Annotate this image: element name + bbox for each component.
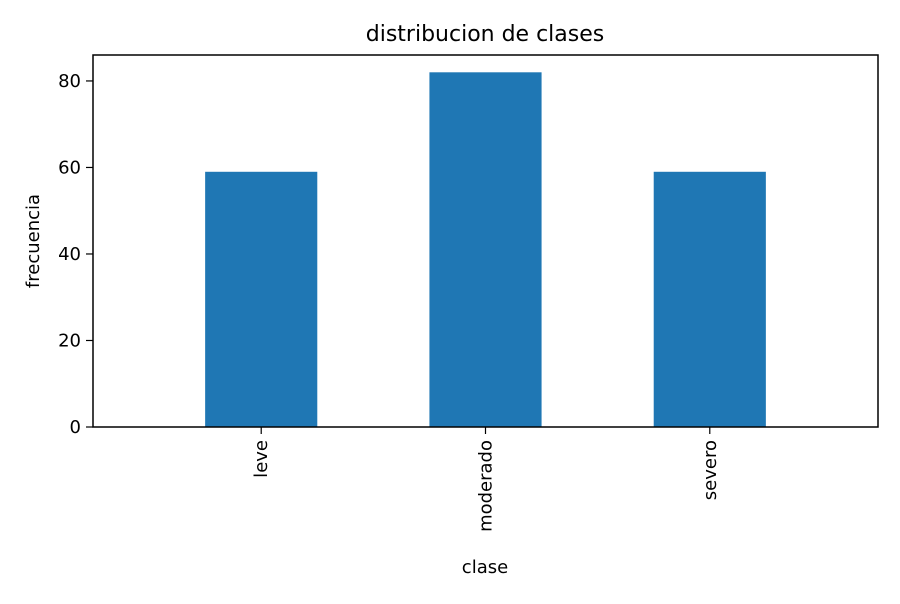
x-tick-label: leve <box>251 440 272 478</box>
bars-group <box>205 72 766 428</box>
bar-severo <box>653 171 766 427</box>
y-tick-label: 60 <box>58 157 81 178</box>
y-tick-label: 40 <box>58 244 81 265</box>
x-axis-label: clase <box>462 557 508 578</box>
bar-leve <box>205 171 318 427</box>
y-tick-label: 0 <box>70 417 81 438</box>
x-axis: leve moderado severo <box>251 427 721 532</box>
y-tick-label: 80 <box>58 71 81 92</box>
x-tick-label: severo <box>700 440 721 500</box>
chart-title: distribucion de clases <box>366 22 604 47</box>
y-tick-label: 20 <box>58 330 81 351</box>
y-axis: 0 20 40 60 80 <box>58 71 93 438</box>
bar-moderado <box>429 72 542 428</box>
y-axis-label: frecuencia <box>23 194 44 288</box>
x-tick-label: moderado <box>476 440 497 532</box>
